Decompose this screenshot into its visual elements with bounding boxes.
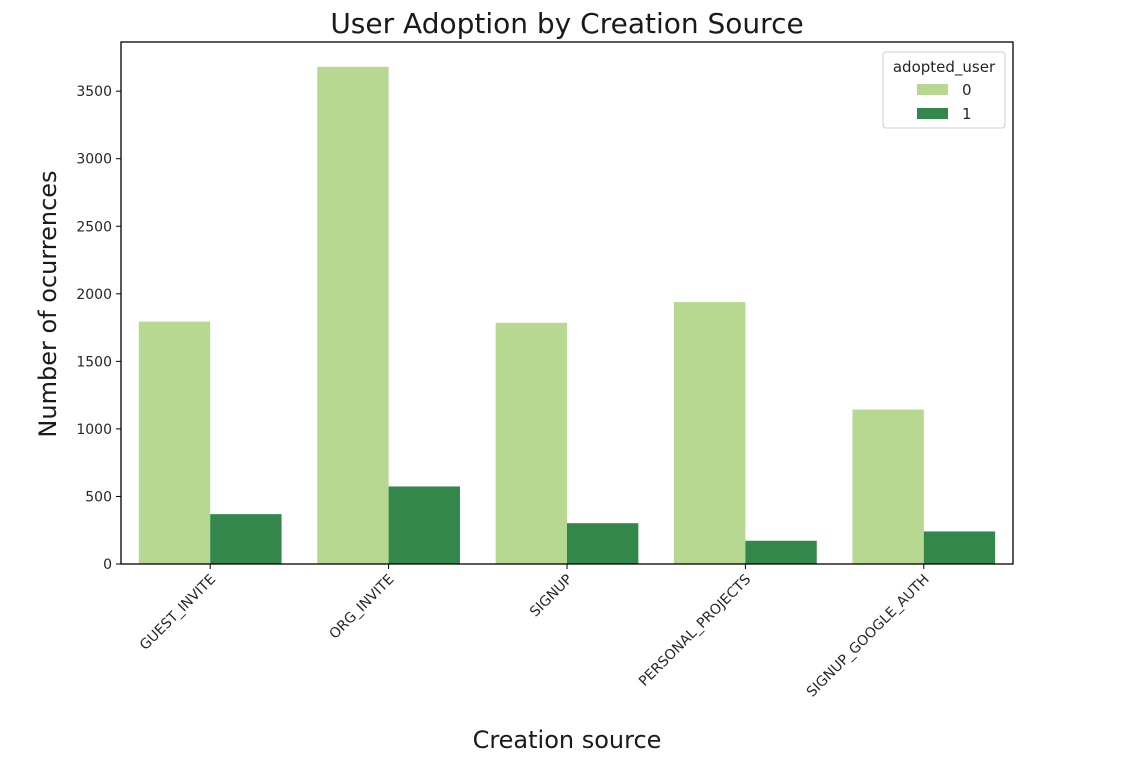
y-tick-label: 2000 — [76, 287, 112, 303]
y-tick-label: 3500 — [76, 84, 112, 100]
chart-title: User Adoption by Creation Source — [330, 7, 803, 40]
legend-title: adopted_user — [893, 58, 996, 77]
legend-label-0: 0 — [962, 81, 972, 99]
bar-signup-adopted-0 — [495, 322, 567, 564]
plot-frame — [120, 41, 1014, 565]
bar-org-invite-adopted-1 — [388, 486, 460, 564]
bar-signup-google-auth-adopted-0 — [852, 409, 924, 564]
bar-guest-invite-adopted-1 — [210, 514, 282, 564]
y-axis-ticks: 0 500 1000 1500 2000 2500 3000 3500 — [76, 84, 121, 573]
x-axis-title: Creation source — [473, 726, 662, 754]
x-tick-label: PERSONAL_PROJECTS — [636, 571, 754, 689]
bar-org-invite-adopted-0 — [317, 66, 389, 565]
bar-personal-projects-adopted-1 — [745, 540, 817, 564]
x-tick-label: SIGNUP — [527, 572, 576, 621]
x-tick-label: ORG_INVITE — [326, 572, 397, 643]
y-tick-label: 1000 — [76, 422, 112, 438]
x-tick-label: GUEST_INVITE — [137, 572, 219, 654]
legend: adopted_user 0 1 — [882, 51, 1006, 129]
x-tick-label: SIGNUP_GOOGLE_AUTH — [804, 572, 933, 701]
bar-personal-projects-adopted-0 — [674, 302, 746, 564]
legend-swatch-1 — [917, 108, 948, 119]
y-tick-label: 3000 — [76, 152, 112, 168]
bars-group — [138, 66, 996, 565]
y-tick-label: 1500 — [76, 354, 112, 370]
bar-signup-adopted-1 — [567, 523, 639, 564]
y-axis-title: Number of ocurrences — [34, 170, 62, 437]
y-tick-label: 500 — [85, 489, 112, 505]
legend-label-1: 1 — [962, 105, 972, 123]
y-tick-label: 0 — [103, 557, 112, 573]
y-tick-label: 2500 — [76, 219, 112, 235]
legend-swatch-0 — [917, 84, 948, 95]
bar-signup-google-auth-adopted-1 — [923, 531, 996, 564]
bar-guest-invite-adopted-0 — [138, 321, 211, 564]
x-axis-ticks: GUEST_INVITE ORG_INVITE SIGNUP PERSONAL_PRO… — [137, 564, 933, 700]
